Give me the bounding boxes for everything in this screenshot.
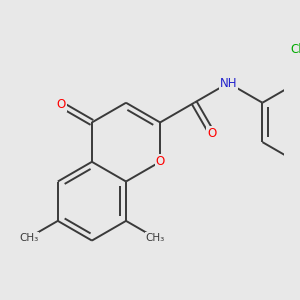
Text: O: O xyxy=(207,127,217,140)
Text: O: O xyxy=(155,155,165,168)
Text: CH₃: CH₃ xyxy=(19,232,38,243)
Text: CH₃: CH₃ xyxy=(146,232,165,243)
Text: O: O xyxy=(57,98,66,111)
Text: Cl: Cl xyxy=(291,43,300,56)
Text: NH: NH xyxy=(220,76,237,90)
